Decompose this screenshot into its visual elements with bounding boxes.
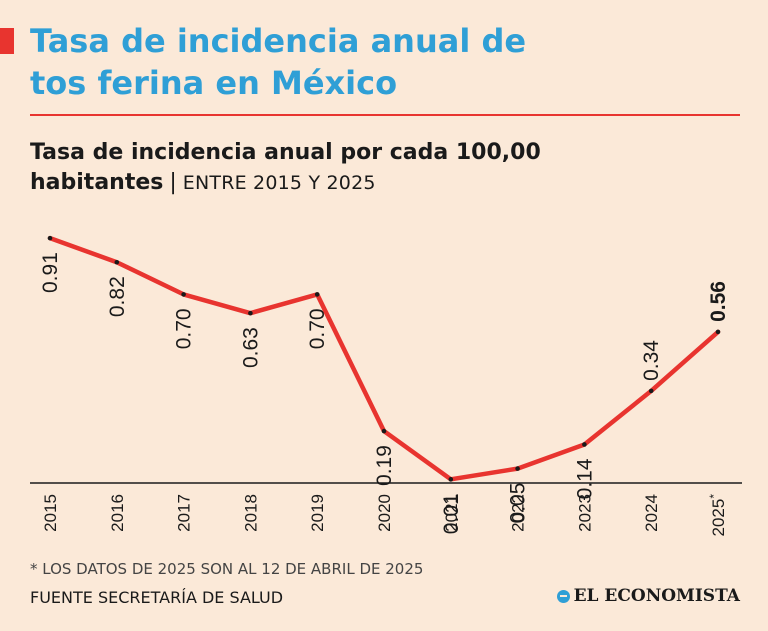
subtitle-date-range: ENTRE 2015 Y 2025 bbox=[182, 172, 376, 194]
value-label-2021: 0.01 bbox=[440, 493, 463, 534]
x-tick-label-2016: 2016 bbox=[108, 494, 127, 532]
subtitle-line-1: Tasa de incidencia anual por cada 100,00 bbox=[30, 140, 541, 165]
x-tick-label-2017: 2017 bbox=[175, 494, 194, 532]
data-point-2019 bbox=[314, 292, 320, 297]
data-point-2024 bbox=[648, 388, 654, 394]
data-point-2021 bbox=[448, 477, 454, 482]
x-tick-label-2023: 2023 bbox=[575, 494, 594, 532]
chart-subtitle: Tasa de incidencia anual por cada 100,00… bbox=[30, 138, 750, 198]
value-label-2020: 0.19 bbox=[373, 445, 396, 486]
title-accent-bar bbox=[0, 28, 14, 54]
subtitle-habitantes: habitantes bbox=[30, 170, 164, 195]
series-line bbox=[47, 235, 721, 482]
title-divider bbox=[30, 114, 740, 116]
chart-title: Tasa de incidencia anual de tos ferina e… bbox=[30, 20, 750, 104]
source-note: FUENTE SECRETARÍA DE SALUD bbox=[30, 588, 284, 607]
value-label-2019: 0.70 bbox=[306, 308, 329, 349]
subtitle-line-2: habitantes | ENTRE 2015 Y 2025 bbox=[30, 168, 750, 198]
data-point-2016 bbox=[114, 259, 120, 265]
data-point-2022 bbox=[515, 466, 520, 471]
data-point-2023 bbox=[582, 442, 587, 447]
globe-icon bbox=[556, 589, 570, 603]
value-label-2017: 0.70 bbox=[173, 308, 196, 349]
x-tick-label-2018: 2018 bbox=[241, 494, 260, 532]
x-tick-label-2021: 2021 bbox=[442, 494, 461, 532]
x-tick-label-2015: 2015 bbox=[41, 494, 60, 532]
data-point-2020 bbox=[381, 428, 387, 434]
value-label-2024: 0.34 bbox=[640, 340, 663, 381]
footnote: * LOS DATOS DE 2025 SON AL 12 DE ABRIL D… bbox=[30, 560, 424, 578]
value-label-2025: 0.56 bbox=[707, 281, 730, 322]
value-label-2023: 0.14 bbox=[573, 458, 596, 499]
data-point-2015 bbox=[47, 235, 53, 241]
x-tick-label-2025: 2025* bbox=[707, 494, 728, 537]
publisher-logo: EL ECONOMISTA bbox=[556, 586, 740, 606]
x-tick-label-2019: 2019 bbox=[308, 494, 327, 532]
publisher-logo-text: EL ECONOMISTA bbox=[573, 586, 740, 606]
value-label-2022: 0.05 bbox=[507, 483, 530, 524]
chart-title-line-1: Tasa de incidencia anual de bbox=[30, 22, 527, 60]
value-label-2015: 0.91 bbox=[39, 252, 62, 293]
data-point-2025 bbox=[715, 329, 721, 335]
subtitle-separator: | bbox=[169, 170, 177, 195]
x-tick-label-2024: 2024 bbox=[642, 494, 661, 532]
chart-title-line-2: tos ferina en México bbox=[30, 64, 398, 102]
value-label-2016: 0.82 bbox=[106, 276, 129, 317]
data-point-2018 bbox=[248, 310, 253, 316]
data-point-2017 bbox=[181, 292, 186, 297]
x-tick-footnote-mark: * bbox=[707, 494, 721, 499]
x-tick-label-2022: 2022 bbox=[509, 494, 528, 532]
value-label-2018: 0.63 bbox=[239, 327, 262, 368]
x-tick-label-2020: 2020 bbox=[375, 494, 394, 532]
